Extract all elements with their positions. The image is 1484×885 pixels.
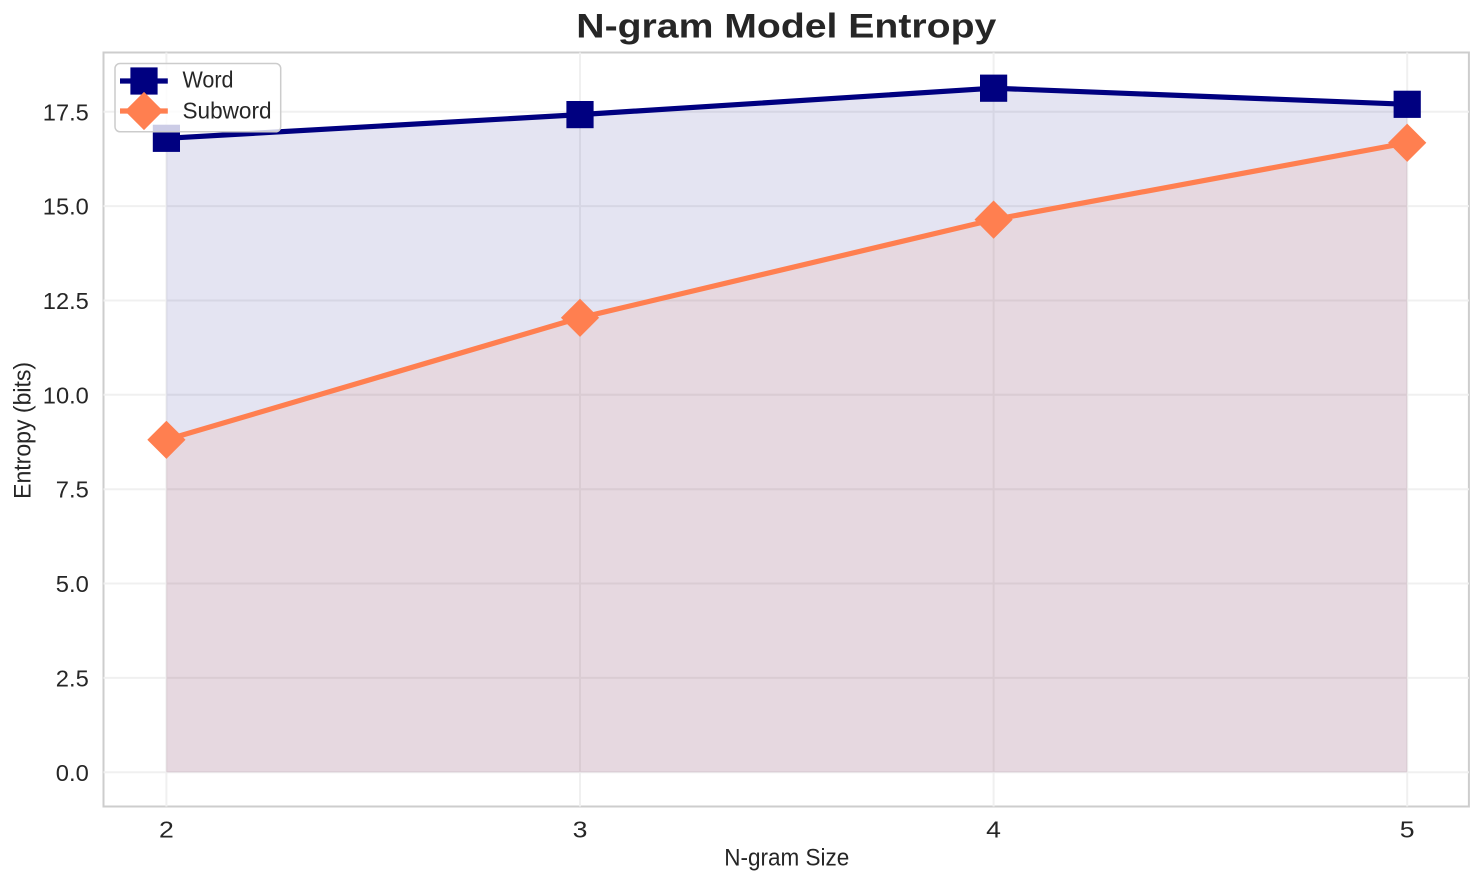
- svg-text:Subword: Subword: [183, 98, 272, 124]
- svg-text:Entropy (bits): Entropy (bits): [10, 362, 37, 499]
- svg-text:5.0: 5.0: [56, 571, 89, 597]
- svg-text:17.5: 17.5: [43, 99, 89, 125]
- svg-text:15.0: 15.0: [43, 194, 89, 220]
- svg-text:4: 4: [986, 817, 1001, 843]
- svg-text:3: 3: [573, 817, 588, 843]
- svg-text:N-gram Model Entropy: N-gram Model Entropy: [576, 8, 997, 46]
- svg-text:Word: Word: [183, 67, 234, 93]
- svg-text:0.0: 0.0: [56, 760, 89, 786]
- svg-text:2: 2: [159, 817, 174, 843]
- svg-text:5: 5: [1400, 817, 1415, 843]
- svg-text:10.0: 10.0: [43, 382, 89, 408]
- svg-text:7.5: 7.5: [56, 477, 89, 503]
- svg-text:2.5: 2.5: [56, 665, 89, 691]
- svg-text:12.5: 12.5: [43, 288, 89, 314]
- svg-text:N-gram Size: N-gram Size: [724, 845, 849, 872]
